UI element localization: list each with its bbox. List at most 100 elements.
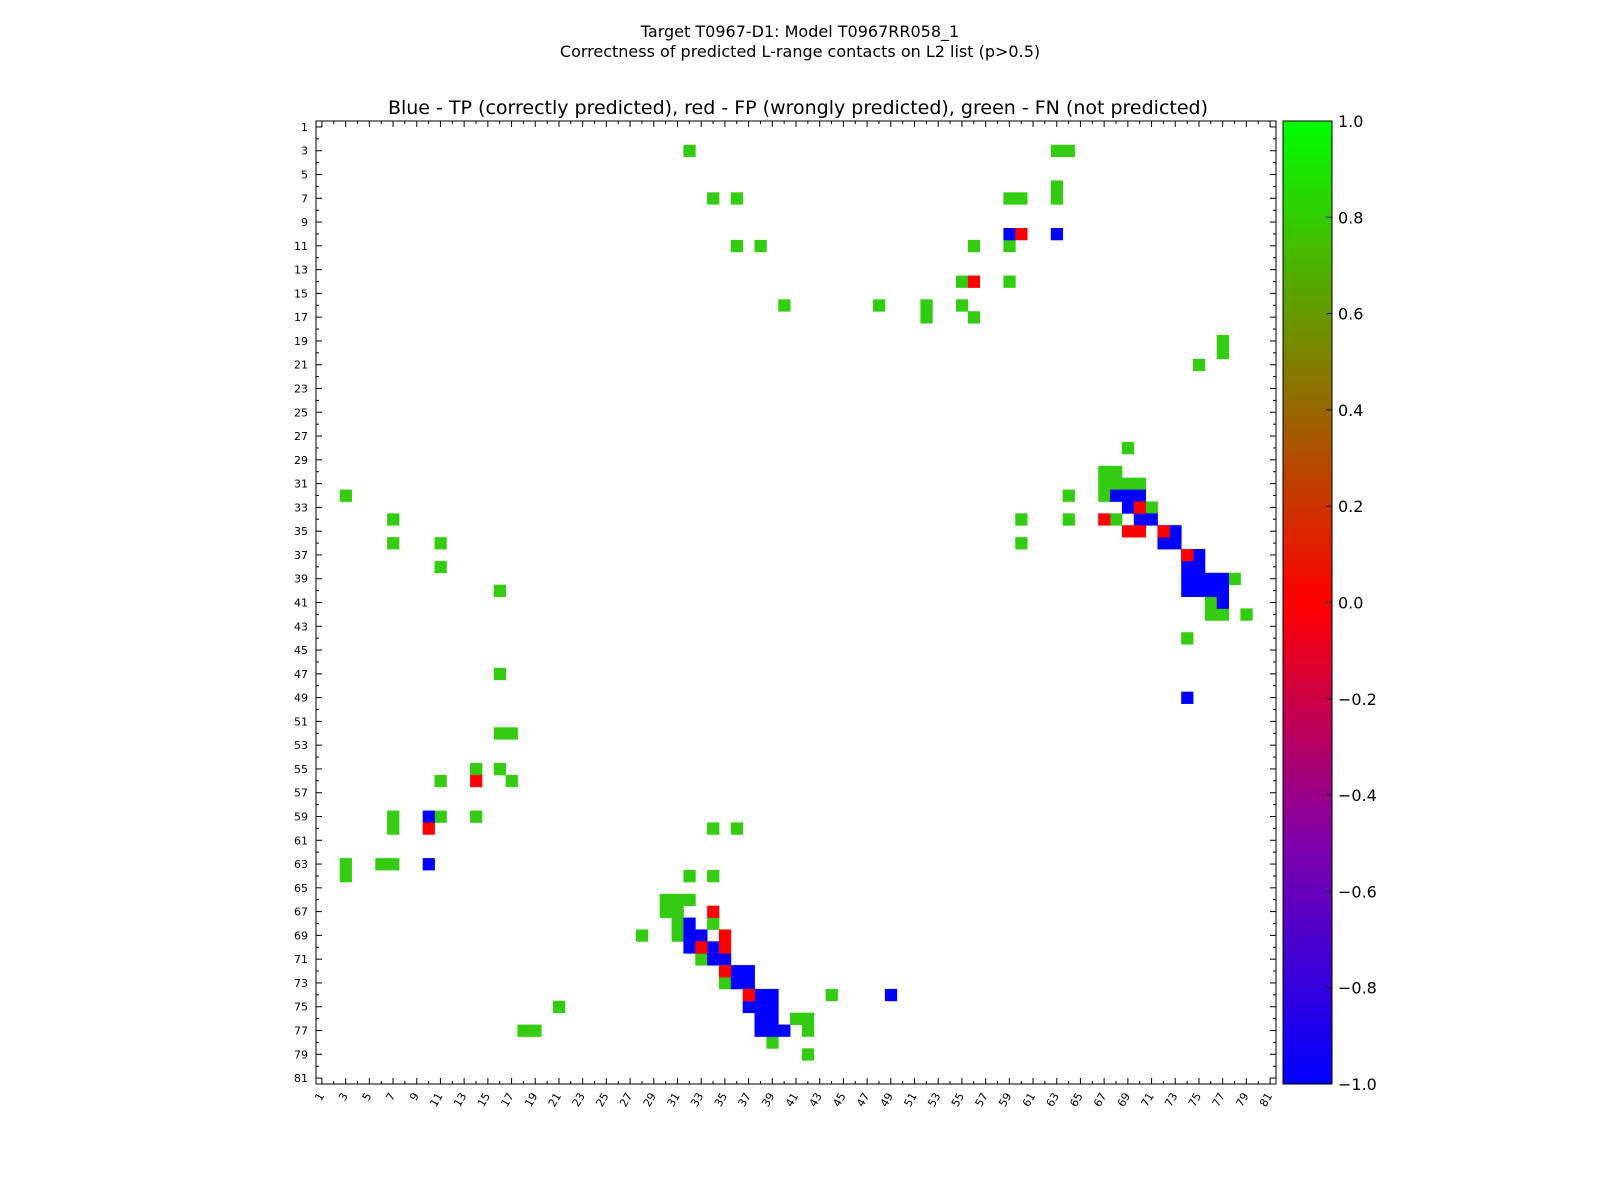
cell-fn: [754, 239, 767, 253]
x-tick-label: 19: [522, 1091, 540, 1110]
contact-cells: [339, 144, 1253, 1061]
cell-fp: [967, 275, 981, 288]
cell-tp: [683, 917, 696, 930]
cell-tp: [766, 1024, 779, 1037]
cell-fn: [1216, 608, 1229, 621]
cell-fn: [801, 1024, 815, 1037]
colorbar-tick-label: −0.8: [1338, 979, 1377, 998]
cell-tp: [742, 1000, 755, 1014]
x-tick-label: 59: [996, 1091, 1014, 1110]
cell-fn: [387, 513, 400, 526]
cell-fp: [1133, 501, 1147, 514]
cell-tp: [707, 953, 720, 966]
colorbar-tick-label: −0.6: [1338, 882, 1377, 901]
cell-fn: [505, 774, 518, 788]
x-tick-label: 73: [1162, 1091, 1180, 1110]
y-tick-label: 67: [294, 906, 308, 919]
y-tick-label: 25: [294, 406, 308, 419]
plot-frame: [315, 120, 1277, 1085]
cell-tp: [1050, 228, 1064, 241]
cell-fn: [339, 858, 352, 871]
y-tick-label: 75: [294, 1001, 308, 1014]
x-tick-label: 51: [901, 1091, 919, 1110]
cell-tp: [683, 929, 696, 942]
x-tick-label: 77: [1210, 1091, 1228, 1110]
x-tick-label: 9: [407, 1091, 422, 1104]
cell-fn: [707, 870, 720, 883]
y-tick-label: 57: [294, 787, 308, 800]
colorbar-tick-label: 0.4: [1338, 401, 1363, 420]
x-tick-label: 49: [878, 1091, 896, 1110]
y-tick-label: 53: [294, 739, 308, 752]
cell-fn: [493, 727, 507, 740]
cell-fn: [1228, 572, 1241, 586]
y-tick-label: 73: [294, 977, 308, 990]
y-tick-label: 37: [294, 549, 308, 562]
cell-fn: [967, 239, 981, 253]
y-tick-label: 31: [294, 478, 308, 491]
x-tick-label: 21: [546, 1091, 564, 1110]
cell-tp: [1193, 572, 1206, 586]
cell-fn: [493, 763, 507, 776]
cell-fp: [718, 941, 732, 954]
cell-fn: [730, 822, 744, 835]
y-tick-label: 81: [294, 1072, 308, 1085]
cell-fn: [1121, 477, 1135, 490]
cell-fn: [1110, 465, 1123, 479]
cell-fn: [387, 822, 400, 835]
cell-fn: [730, 192, 744, 205]
y-tick-label: 9: [301, 216, 308, 229]
cell-fn: [766, 1036, 779, 1049]
cell-fn: [1050, 180, 1064, 193]
cell-fn: [470, 763, 483, 776]
cell-tp: [1121, 501, 1135, 514]
x-tick-label: 3: [336, 1091, 351, 1104]
y-tick-label: 63: [294, 858, 308, 871]
cell-fp: [1121, 525, 1135, 538]
y-tick-label: 35: [294, 525, 308, 538]
cell-fn: [1098, 477, 1111, 490]
x-tick-label: 1: [312, 1091, 327, 1104]
y-tick-label: 69: [294, 929, 308, 942]
cell-tp: [730, 965, 744, 978]
y-tick-label: 47: [294, 668, 308, 681]
x-tick-label: 43: [807, 1091, 825, 1110]
cell-tp: [1181, 691, 1194, 704]
cell-fn: [801, 1048, 815, 1061]
colorbar-tick-label: −1.0: [1338, 1075, 1377, 1094]
cell-fn: [434, 537, 447, 550]
cell-fn: [1050, 144, 1064, 158]
cell-fn: [339, 489, 352, 502]
y-tick-label: 49: [294, 692, 308, 705]
cell-tp: [742, 977, 755, 990]
cell-tp: [707, 941, 720, 954]
cell-tp: [778, 1024, 791, 1037]
cell-tp: [1204, 584, 1218, 597]
cell-tp: [1157, 537, 1170, 550]
cell-tp: [1216, 572, 1229, 586]
cell-fn: [873, 299, 886, 312]
x-tick-label: 65: [1067, 1091, 1085, 1110]
cell-fn: [1240, 608, 1253, 621]
x-tick-label: 11: [427, 1091, 445, 1110]
cell-fp: [422, 822, 435, 835]
x-tick-label: 33: [688, 1091, 706, 1110]
cell-fp: [718, 929, 732, 942]
cell-fn: [1003, 192, 1016, 205]
cell-tp: [422, 858, 435, 871]
cell-fn: [801, 1012, 815, 1025]
x-tick-label: 69: [1115, 1091, 1133, 1110]
y-tick-label: 59: [294, 811, 308, 824]
cell-fn: [1015, 513, 1028, 526]
cell-fn: [339, 870, 352, 883]
colorbar-tick-label: −0.2: [1338, 690, 1377, 709]
cell-fn: [956, 275, 969, 288]
cell-fn: [1216, 346, 1229, 360]
cell-tp: [1216, 596, 1229, 609]
cell-fn: [553, 1000, 566, 1014]
cell-fn: [671, 917, 684, 930]
x-tick-label: 81: [1257, 1091, 1275, 1110]
cell-fn: [1110, 477, 1123, 490]
y-tick-label: 11: [294, 240, 308, 253]
x-tick-label: 75: [1186, 1091, 1204, 1110]
